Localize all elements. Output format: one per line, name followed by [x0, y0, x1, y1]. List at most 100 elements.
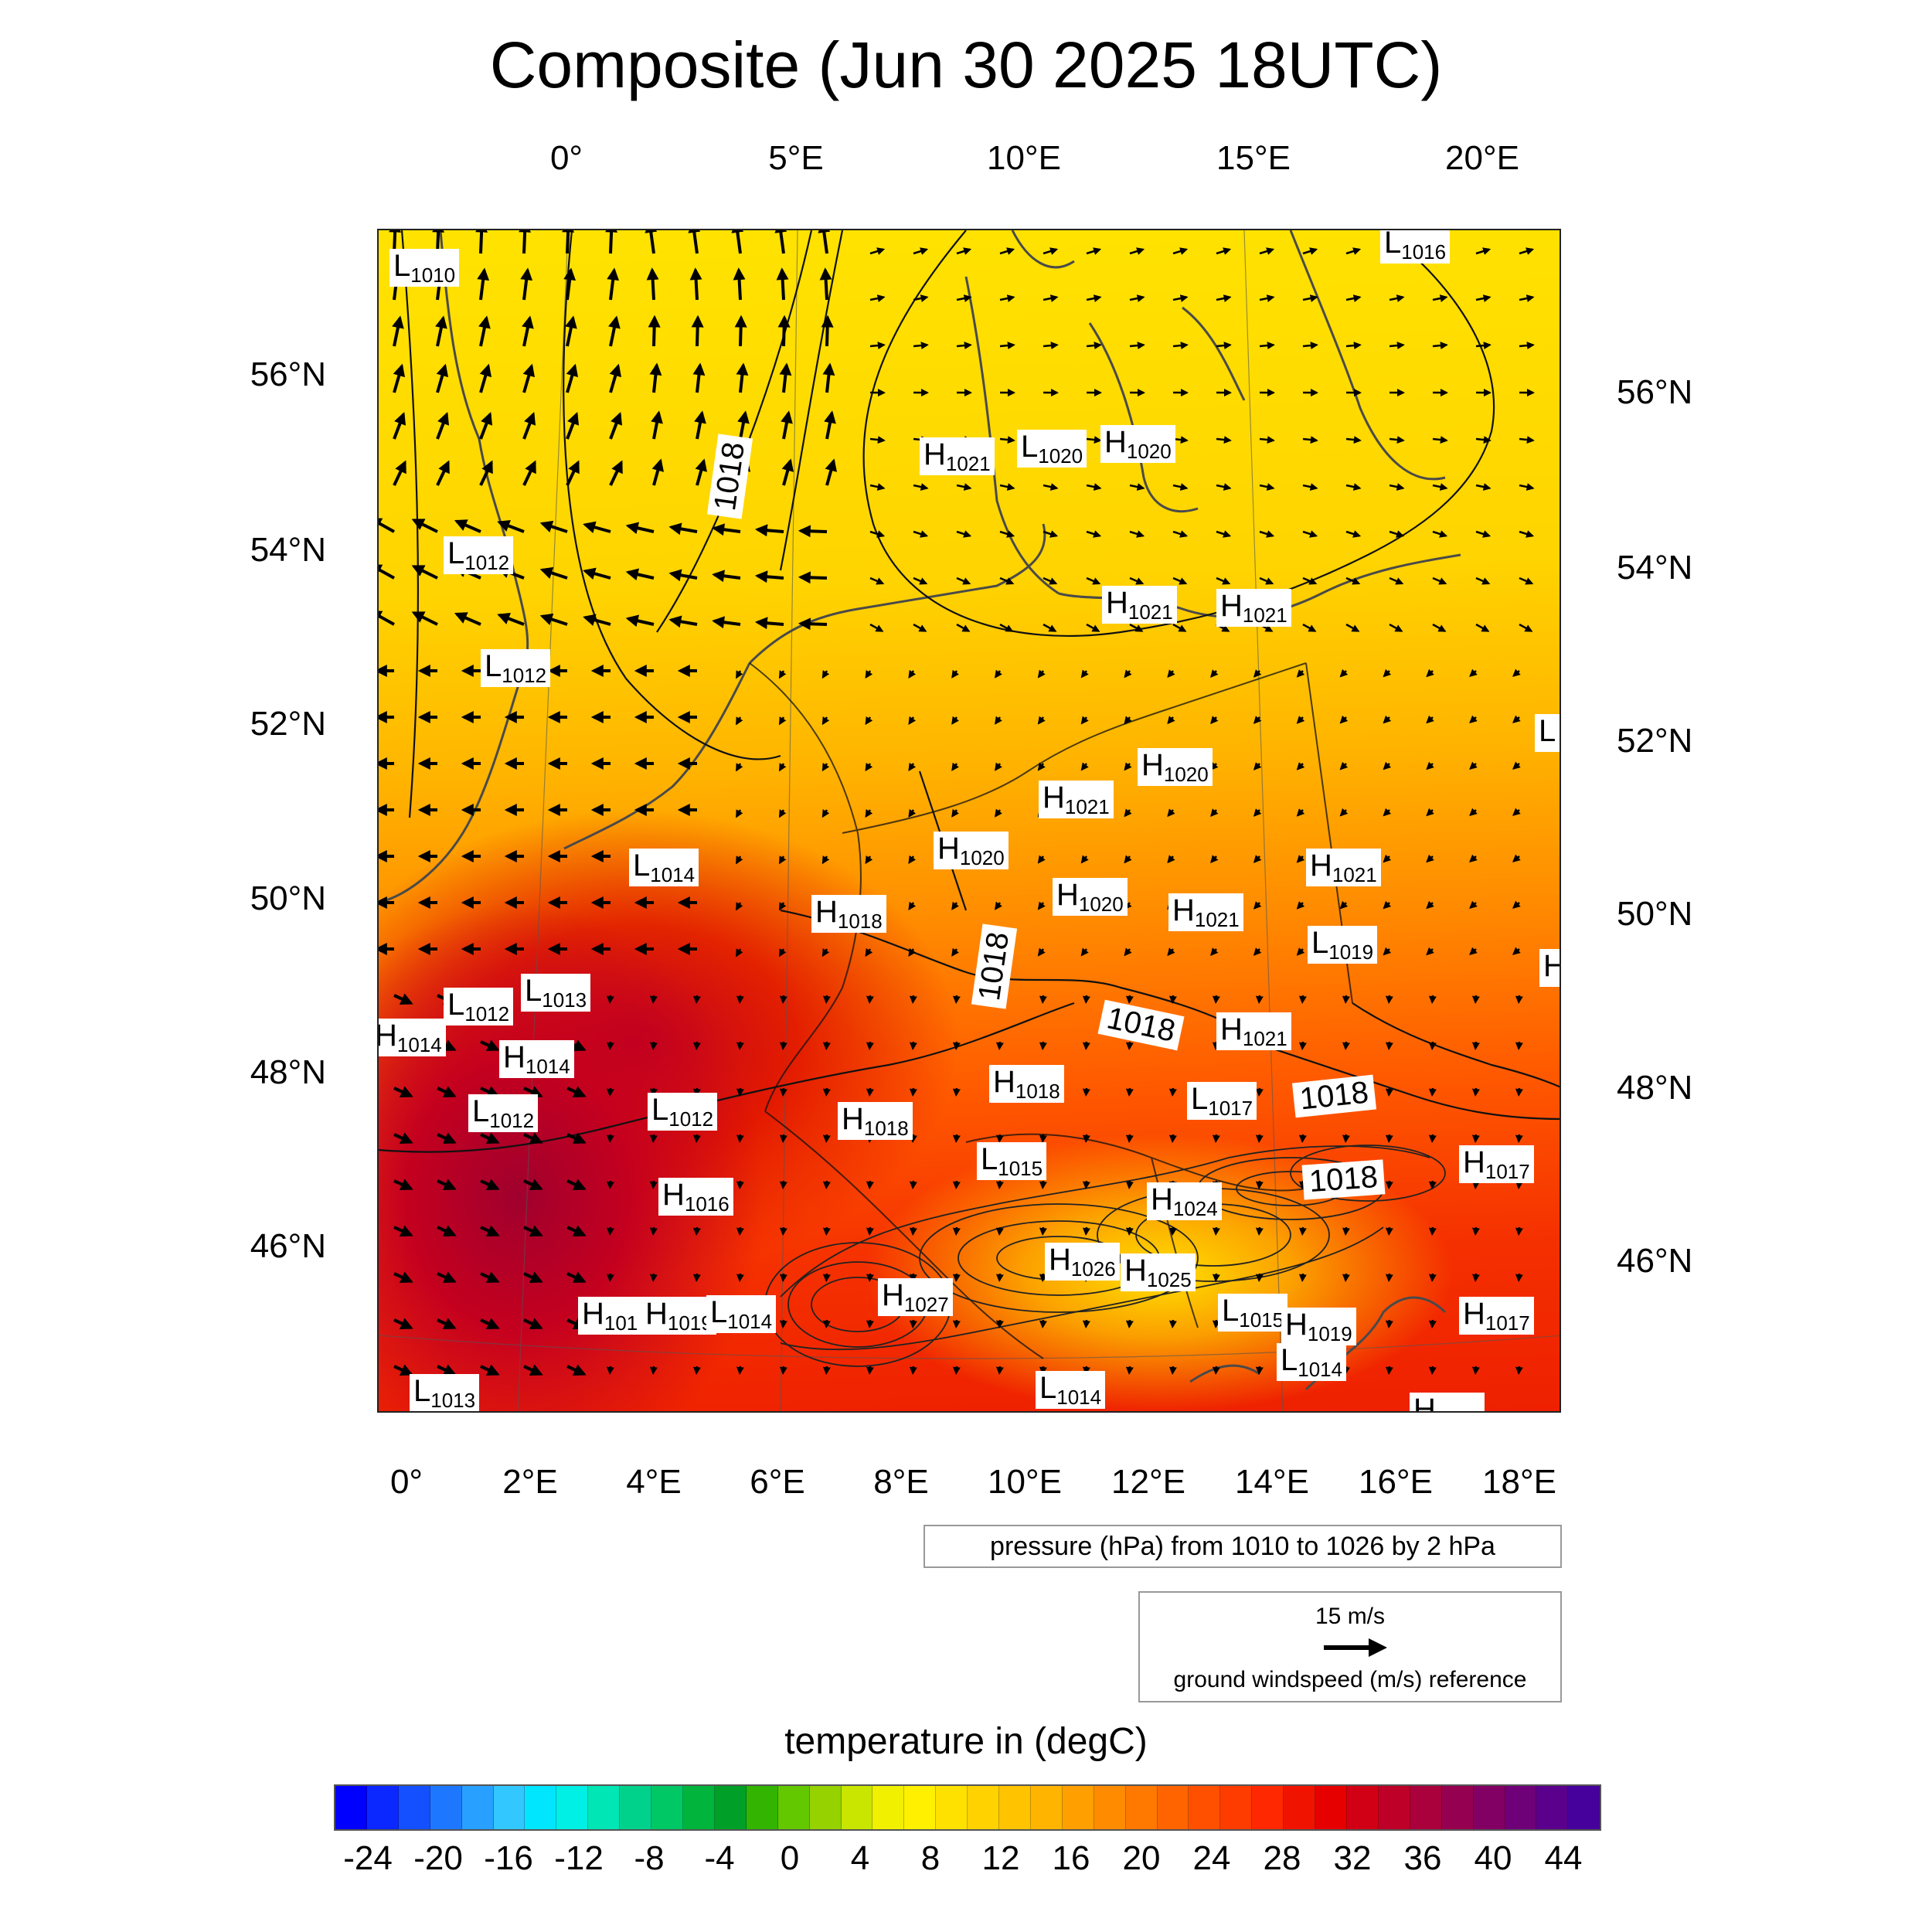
wind-vector [913, 247, 929, 255]
bottom-lon-tick: 0° [389, 1463, 423, 1501]
wind-vector [1259, 577, 1274, 585]
wind-vector [1167, 808, 1175, 818]
pressure-high-label: H1017 [1459, 1297, 1534, 1335]
wind-vector [1129, 247, 1145, 255]
wind-vector [818, 230, 831, 254]
wind-vector [606, 1366, 614, 1375]
wind-vector [692, 995, 701, 1004]
wind-vector [1512, 715, 1521, 723]
wind-vector [869, 483, 886, 491]
wind-vector [649, 1366, 658, 1375]
wind-vector [866, 1226, 874, 1236]
wind-vector [866, 1273, 874, 1282]
wind-vector [1172, 294, 1189, 302]
wind-vector [432, 230, 445, 254]
pressure-high-label: H1020 [1053, 878, 1128, 916]
pressure-high-label: H1018 [811, 895, 886, 933]
wind-vector [1342, 1134, 1350, 1143]
wind-vector [1345, 294, 1362, 302]
pressure-low-label: L1012 [444, 536, 514, 574]
wind-vector [1082, 1087, 1090, 1097]
wind-vector [606, 995, 614, 1004]
wind-vector [1255, 1273, 1264, 1282]
wind-vector [1168, 1319, 1177, 1328]
wind-vector [668, 615, 698, 628]
wind-vector [393, 412, 406, 440]
wind-vector [606, 1180, 614, 1189]
pressure-high-label: H1014 [379, 1019, 446, 1056]
wind-vector [583, 614, 611, 627]
wind-vector [1125, 1180, 1134, 1189]
wind-vector [649, 362, 662, 393]
wind-vector [1253, 762, 1262, 770]
wind-vector [411, 565, 438, 580]
wind-vector [865, 716, 873, 726]
wind-vector [866, 995, 874, 1004]
wind-vector [694, 410, 706, 440]
wind-vector [606, 1087, 614, 1097]
wind-vector [866, 1180, 874, 1189]
wind-vector [1253, 808, 1262, 817]
pressure-low-label: L1014 [706, 1295, 777, 1333]
wind-vector [497, 612, 525, 626]
left-lat-tick: 50°N [250, 879, 326, 917]
colorbar-label: 40 [1474, 1839, 1512, 1877]
right-lat-tick: 52°N [1617, 722, 1693, 760]
colorbar-cell [556, 1786, 589, 1829]
wind-vector [1080, 669, 1089, 679]
wind-vector [1129, 342, 1145, 350]
wind-vector [995, 901, 1002, 910]
left-lat-tick: 54°N [250, 531, 326, 569]
wind-vector [1086, 483, 1102, 491]
wind-vector [1255, 1180, 1264, 1189]
wind-vector [392, 315, 404, 347]
wind-vector [1519, 342, 1535, 350]
colorbar-cell [525, 1786, 557, 1829]
wind-vector [1082, 995, 1090, 1004]
wind-vector [1345, 342, 1362, 350]
pressure-high-label: H1026 [1045, 1243, 1120, 1281]
wind-vector [1125, 1087, 1134, 1097]
colorbar-labels: -24 -20 -16 -12 -8 -4 0 4 8 12 16 20 24 … [0, 1839, 1932, 1886]
pressure-low-label: L1015 [977, 1142, 1047, 1180]
wind-vector [1389, 294, 1405, 302]
wind-vector [436, 460, 450, 486]
wind-vector [1383, 808, 1392, 817]
wind-vector [1302, 436, 1318, 444]
pressure-low-label: L1012 [468, 1094, 539, 1132]
wind-vector [1253, 669, 1262, 678]
wind-vector [913, 294, 929, 302]
wind-vector [1129, 530, 1145, 538]
wind-vector [437, 1132, 457, 1144]
wind-vector [798, 571, 828, 584]
wind-vector [1043, 530, 1059, 538]
wind-vector [736, 716, 743, 726]
colorbar-cell [1315, 1786, 1347, 1829]
wind-vector [1428, 1226, 1437, 1236]
wind-vector [736, 948, 743, 957]
wind-vector [952, 995, 961, 1004]
wind-vector [1469, 900, 1478, 910]
wind-vector [649, 1226, 658, 1236]
wind-vector [1172, 623, 1187, 632]
wind-vector [821, 809, 830, 818]
wind-vector [1124, 762, 1132, 771]
wind-vector [869, 623, 884, 632]
wind-vector [1475, 530, 1492, 538]
temperature-map: L1010 L1016 H1021 L1020 H1020 L1012 H102… [377, 229, 1561, 1413]
colorbar-cell [1030, 1786, 1063, 1829]
colorbar-cell [1505, 1786, 1537, 1829]
wind-vector [1043, 342, 1059, 350]
wind-vector [952, 1134, 961, 1143]
wind-vector [1296, 855, 1305, 863]
wind-vector [956, 247, 972, 255]
wind-vector [649, 1180, 658, 1189]
wind-vector [869, 577, 885, 585]
wind-vector [649, 1273, 658, 1282]
wind-vector [1124, 855, 1132, 864]
pressure-high-label: H1020 [1100, 425, 1175, 463]
wind-vector [436, 363, 449, 393]
bottom-lon-tick: 4°E [626, 1463, 682, 1501]
wind-vector [995, 1366, 1004, 1375]
colorbar-cell [398, 1786, 430, 1829]
